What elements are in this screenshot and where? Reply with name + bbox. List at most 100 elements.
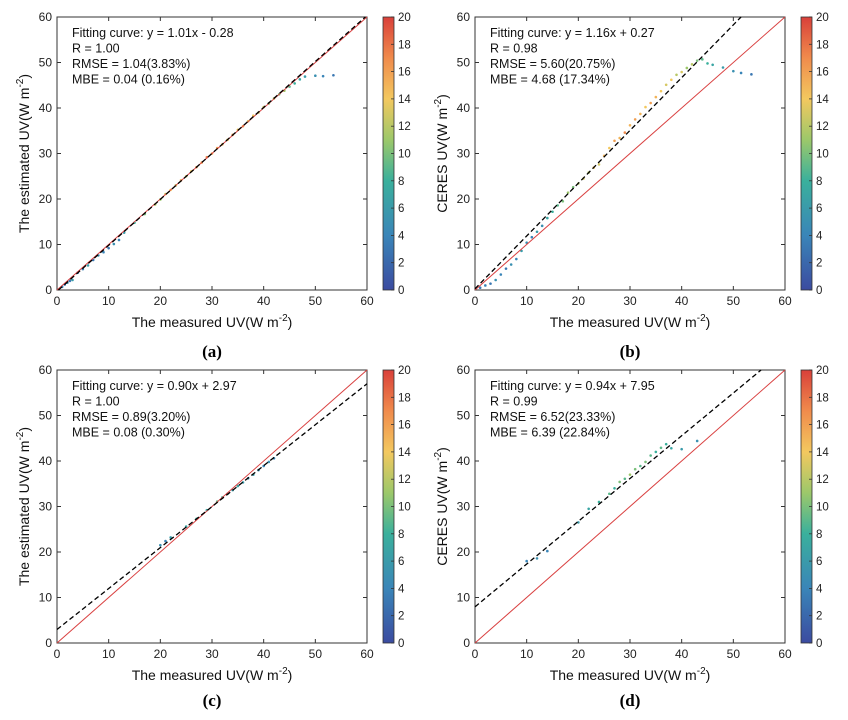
x-tick-label: 10 <box>102 647 116 661</box>
data-point <box>332 73 335 77</box>
stat-annotation: R = 1.00 <box>72 42 120 56</box>
data-point <box>649 101 652 105</box>
data-point <box>556 204 559 207</box>
colorbar-tick-label: 4 <box>816 583 823 595</box>
fitting-line <box>474 369 762 608</box>
data-point <box>664 83 668 87</box>
data-point <box>695 439 699 443</box>
colorbar-tick-label: 14 <box>816 94 829 106</box>
y-tick-label: 30 <box>39 147 53 161</box>
data-point <box>112 242 116 246</box>
x-tick-label: 60 <box>778 647 792 661</box>
colorbar-tick-label: 16 <box>398 67 411 79</box>
data-point <box>597 163 601 166</box>
data-point <box>685 66 689 70</box>
data-point <box>739 71 743 75</box>
data-point <box>701 58 704 61</box>
y-tick-label: 20 <box>39 192 53 206</box>
y-tick-label: 50 <box>457 409 471 423</box>
colorbar-tick-label: 12 <box>816 121 829 133</box>
data-point <box>659 89 663 93</box>
data-point <box>86 264 90 267</box>
data-point <box>623 131 627 134</box>
data-point <box>633 467 637 471</box>
stat-annotation: RMSE = 1.04(3.83%) <box>72 57 190 71</box>
data-point <box>732 69 735 73</box>
data-point <box>107 246 110 250</box>
data-point <box>608 146 611 150</box>
data-point <box>608 492 611 496</box>
x-tick-label: 20 <box>154 647 168 661</box>
data-point <box>695 59 699 62</box>
panel-label: (b) <box>620 342 641 361</box>
colorbar-tick-label: 16 <box>816 420 829 432</box>
x-tick-label: 10 <box>520 647 534 661</box>
data-point <box>525 559 528 563</box>
data-point <box>711 63 714 67</box>
data-point <box>546 216 549 220</box>
stat-annotation: R = 0.98 <box>490 42 538 56</box>
data-point <box>644 105 647 109</box>
colorbar-tick-label: 8 <box>816 176 822 188</box>
y-tick-label: 40 <box>457 454 471 468</box>
stat-annotation: MBE = 0.04 (0.16%) <box>72 73 185 87</box>
data-point <box>293 82 296 85</box>
data-point <box>613 139 616 143</box>
x-tick-label: 0 <box>472 647 479 661</box>
stat-annotation: MBE = 4.68 (17.34%) <box>490 73 610 87</box>
stat-annotation: R = 0.99 <box>490 395 538 409</box>
x-tick-label: 30 <box>623 647 637 661</box>
data-point <box>314 74 317 77</box>
colorbar-tick-label: 0 <box>816 285 822 297</box>
data-point <box>680 70 683 74</box>
data-point <box>675 73 678 77</box>
x-axis-label: The measured UV(W m-2) <box>132 666 293 683</box>
x-axis-label: The measured UV(W m-2) <box>550 313 711 330</box>
colorbar-tick-label: 20 <box>816 12 829 24</box>
data-point <box>670 446 673 450</box>
colorbar-tick-label: 14 <box>816 447 829 459</box>
y-tick-label: 10 <box>39 591 53 605</box>
data-point <box>639 112 642 116</box>
colorbar-tick-label: 0 <box>398 285 404 297</box>
data-point <box>236 484 240 488</box>
colorbar-tick-label: 8 <box>398 176 404 188</box>
x-tick-label: 30 <box>205 294 219 308</box>
stat-annotation: Fitting curve: y = 0.94x + 7.95 <box>490 379 655 393</box>
data-point <box>618 136 621 140</box>
data-point <box>489 282 492 285</box>
x-tick-label: 20 <box>154 294 168 308</box>
colorbar-tick-label: 18 <box>816 39 829 51</box>
panel-label: (c) <box>203 691 222 710</box>
y-tick-label: 10 <box>457 591 471 605</box>
x-tick-label: 50 <box>727 294 741 308</box>
colorbar-tick-label: 0 <box>816 638 822 650</box>
colorbar-tick-label: 2 <box>816 258 822 270</box>
stat-annotation: RMSE = 5.60(20.75%) <box>490 57 615 71</box>
y-tick-label: 50 <box>457 56 471 70</box>
colorbar-tick-label: 18 <box>816 392 829 404</box>
colorbar-tick-label: 4 <box>398 583 405 595</box>
data-point <box>566 191 570 194</box>
stat-annotation: RMSE = 0.89(3.20%) <box>72 410 190 424</box>
y-tick-label: 20 <box>457 192 471 206</box>
x-tick-label: 60 <box>778 294 792 308</box>
y-tick-label: 30 <box>39 500 53 514</box>
colorbar-tick-label: 4 <box>398 230 405 242</box>
y-tick-label: 50 <box>39 409 53 423</box>
data-point <box>721 66 725 69</box>
y-tick-label: 0 <box>45 636 52 650</box>
colorbar-tick-label: 18 <box>398 392 411 404</box>
data-point <box>267 460 271 464</box>
data-point <box>509 263 513 266</box>
data-point <box>613 487 616 490</box>
stat-annotation: RMSE = 6.52(23.33%) <box>490 410 615 424</box>
colorbar-tick-label: 18 <box>398 39 411 51</box>
data-point <box>551 210 554 214</box>
colorbar-tick-label: 12 <box>398 121 411 133</box>
y-tick-label: 60 <box>39 363 53 377</box>
y-tick-label: 30 <box>457 500 471 514</box>
